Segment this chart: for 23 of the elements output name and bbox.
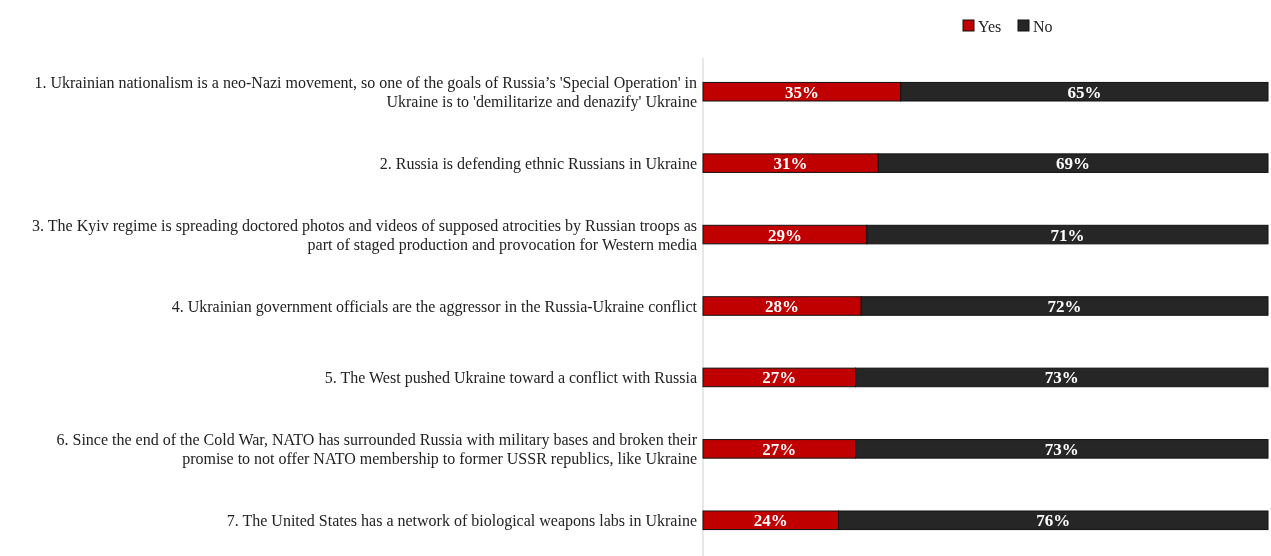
- data-label: 27%: [762, 439, 797, 459]
- y-tick-label: 7. The United States has a network of biological weapons labs in Ukraine: [226, 511, 697, 530]
- y-tick-label: 5. The West pushed Ukraine toward a conflict with Russia: [324, 369, 697, 388]
- data-label: 65%: [1067, 82, 1102, 102]
- data-label: 73%: [1044, 439, 1079, 459]
- y-tick-label: 4. Ukrainian government officials are the aggressor in the Russia-Ukraine conflict: [171, 297, 698, 316]
- data-label: 27%: [762, 368, 797, 388]
- data-label: 72%: [1047, 296, 1082, 316]
- data-label: 73%: [1044, 368, 1079, 388]
- data-label: 29%: [767, 225, 802, 245]
- data-label: 24%: [753, 511, 788, 531]
- data-label: 76%: [1036, 511, 1071, 531]
- y-tick-label: 6. Since the end of the Cold War, NATO has surrounded Russia with military bases and broken their promise to not offer NATO membership to former USSR republics, like Ukraine: [56, 430, 698, 468]
- data-label: 71%: [1050, 225, 1085, 245]
- data-label: 28%: [765, 296, 800, 316]
- y-tick-label: 3. The Kyiv regime is spreading doctored photos and videos of supposed atrocities by Russian troops as part of staged production and provocation for Western media: [32, 216, 697, 254]
- data-label: 69%: [1056, 154, 1091, 174]
- y-tick-label: 2. Russia is defending ethnic Russians in Ukraine: [379, 154, 697, 173]
- legend-label: Yes: [978, 17, 1002, 35]
- data-label: 35%: [784, 82, 819, 102]
- data-label: 31%: [773, 154, 808, 174]
- legend-label: No: [1033, 17, 1053, 35]
- y-tick-label: 1. Ukrainian nationalism is a neo-Nazi movement, so one of the goals of Russia’s 'Special Operation' in Ukraine is to 'demilitarize and denazify' Ukraine: [34, 73, 697, 111]
